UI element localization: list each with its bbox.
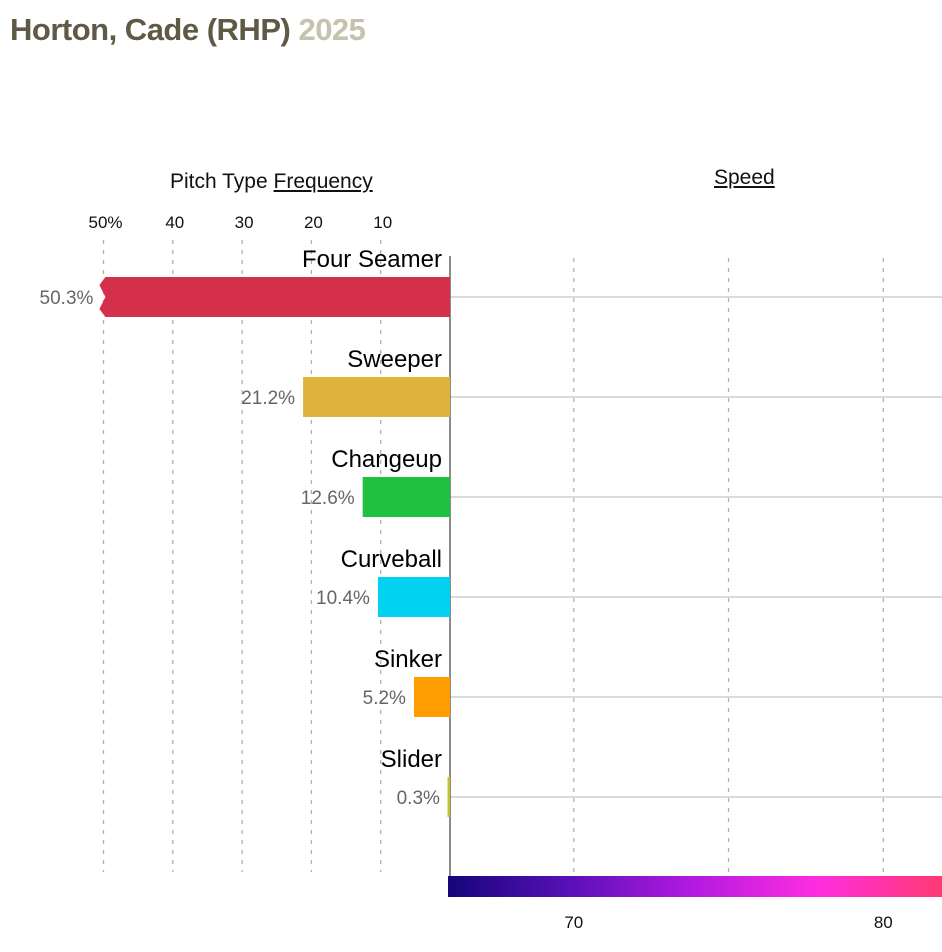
frequency-bar — [377, 577, 450, 617]
pitch-type-label: Sweeper — [347, 346, 442, 373]
pitch-type-label: Slider — [381, 746, 442, 773]
freq-tick-label: 40 — [165, 213, 184, 232]
frequency-bar — [362, 477, 450, 517]
frequency-value-label: 10.4% — [316, 588, 370, 609]
frequency-bar — [303, 377, 450, 417]
pitcher-name: Horton, Cade (RHP) — [10, 12, 291, 47]
frequency-value-label: 5.2% — [363, 688, 406, 709]
pitch-type-label: Sinker — [374, 646, 442, 673]
freq-tick-label: 10 — [373, 213, 392, 232]
frequency-sort-link[interactable]: Frequency — [273, 170, 373, 193]
frequency-value-label: 21.2% — [241, 388, 295, 409]
frequency-value-label: 50.3% — [40, 288, 94, 309]
season-year: 2025 — [298, 12, 366, 47]
pitch-type-label: Four Seamer — [302, 246, 442, 273]
pitch-type-label: Curveball — [341, 546, 442, 573]
frequency-value-label: 12.6% — [301, 488, 355, 509]
frequency-bar — [447, 777, 450, 817]
speed-sort-link[interactable]: Speed — [714, 166, 775, 189]
frequency-bar — [99, 277, 451, 317]
freq-tick-label: 50% — [88, 213, 122, 232]
speed-tick-label: 70 — [564, 913, 583, 932]
pitch-type-label: Changeup — [331, 446, 442, 473]
frequency-header: Pitch Type Frequency — [170, 170, 373, 194]
frequency-bar — [413, 677, 450, 717]
speed-tick-label: 80 — [874, 913, 893, 932]
frequency-header-prefix: Pitch Type — [170, 170, 268, 193]
speed-color-scale — [448, 876, 942, 897]
freq-tick-label: 20 — [304, 213, 323, 232]
freq-tick-label: 30 — [235, 213, 254, 232]
speed-header: Speed — [714, 166, 775, 190]
chart-title: Horton, Cade (RHP) 2025 — [10, 12, 366, 48]
frequency-value-label: 0.3% — [397, 788, 440, 809]
